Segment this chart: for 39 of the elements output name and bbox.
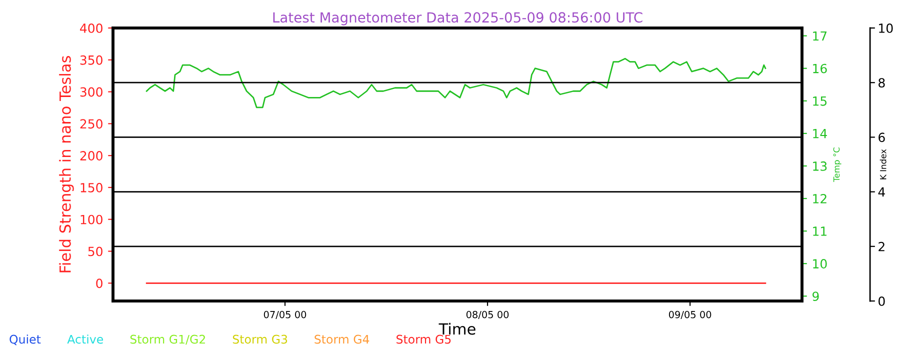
y-tick-label: 50 [88,246,102,256]
y-tick-label: 300 [80,87,102,97]
y2-tick-label: 12 [813,194,826,204]
x-axis-title: Time [438,322,476,335]
y2-tick-label: 14 [813,129,827,138]
y-axis-title: Field Strength in nano Teslas [59,56,74,272]
y3-tick-label: 0 [878,296,885,306]
y-tick-label: 400 [80,23,102,33]
y-tick-label: 0 [96,278,102,288]
y2-tick-label: 11 [813,226,826,236]
y3-tick-label: 2 [878,242,884,252]
legend-label: Active [67,334,104,344]
y2-tick-label: 16 [813,64,827,74]
x-tick-label: 07/05 00 [264,310,306,320]
y2-axis-title: Temp °C [833,148,842,182]
y2-tick-label: 13 [813,161,827,171]
y3-tick-label: 6 [878,132,885,142]
legend-label: Storm G3 [232,334,288,344]
y3-tick-label: 8 [878,78,885,88]
y2-tick-label: 10 [813,259,827,269]
y-tick-label: 150 [80,182,102,192]
y3-axis-title: K Index [880,149,886,180]
y2-tick-label: 9 [812,292,819,302]
y3-tick-label: 10 [879,23,893,33]
legend-label: Storm G4 [314,334,370,344]
y-tick-label: 200 [80,151,102,160]
x-tick-label: 09/05 00 [668,310,712,320]
y-tick-label: 100 [80,214,102,224]
chart-title: Latest Magnetometer Data 2025-05-09 08:56:00 UTC [273,12,642,26]
y2-tick-label: 17 [813,31,827,41]
line-series [146,58,766,108]
legend-label: Storm G5 [396,334,451,344]
y2-tick-label: 15 [813,96,827,106]
legend-label: Quiet [10,334,41,346]
x-tick-label: 08/05 00 [466,310,509,320]
y-tick-label: 350 [80,55,102,65]
y-tick-label: 250 [80,119,102,129]
y3-tick-label: 4 [878,187,885,197]
legend-label: Storm G1/G2 [130,334,205,345]
